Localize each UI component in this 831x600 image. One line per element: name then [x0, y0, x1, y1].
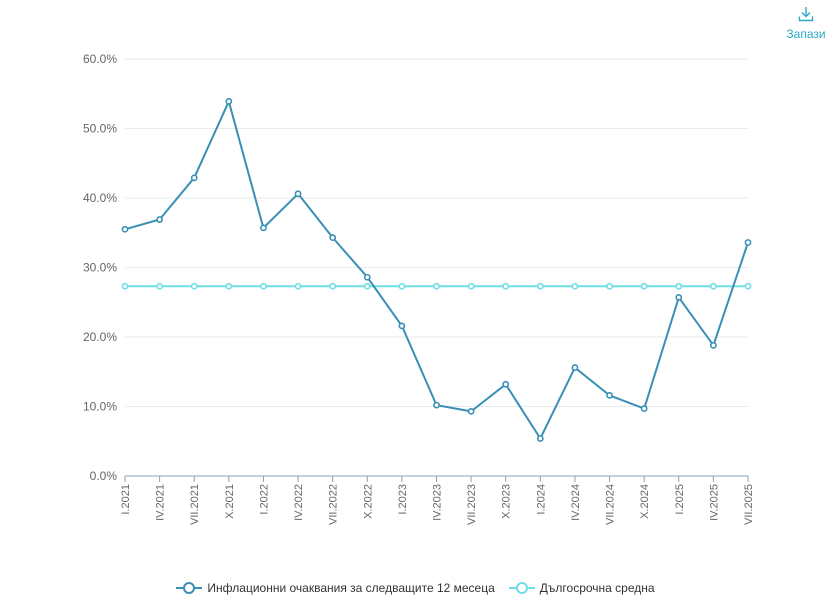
data-point-0 [606, 391, 613, 399]
legend-label-inflation-expectations: Инфлационни очаквания за следващите 12 м… [207, 581, 495, 595]
save-button[interactable]: Запази [782, 6, 830, 44]
data-point-1 [156, 282, 164, 290]
legend-swatch-long-term-average [508, 582, 535, 594]
series-line-0 [124, 100, 749, 440]
data-point-1 [260, 282, 267, 290]
data-point-0 [433, 401, 440, 409]
x-tick-label: IV.2023 [432, 484, 444, 521]
data-point-1 [329, 282, 337, 290]
data-point-1 [744, 282, 752, 290]
data-point-0 [121, 225, 129, 233]
x-tick-label: X.2024 [639, 484, 651, 519]
data-point-1 [536, 282, 544, 290]
data-point-1 [121, 282, 129, 290]
x-tick-label: I.2022 [258, 484, 270, 515]
x-tick-label: I.2023 [397, 484, 409, 515]
series-layer [121, 97, 752, 442]
download-icon [798, 7, 814, 22]
x-tick-label: VII.2021 [189, 484, 201, 525]
y-tick-label: 50.0% [83, 122, 117, 136]
x-tick-label: I.2021 [120, 484, 132, 515]
x-tick-label: IV.2021 [155, 484, 167, 521]
data-point-0 [294, 190, 302, 198]
data-point-1 [363, 282, 371, 290]
data-point-0 [675, 293, 683, 301]
x-tick-label: VII.2024 [605, 484, 617, 525]
x-tick-label: X.2023 [501, 484, 513, 519]
data-point-1 [571, 282, 579, 290]
x-tick-label: X.2021 [224, 484, 236, 519]
data-point-0 [709, 341, 717, 349]
data-point-0 [329, 234, 337, 242]
y-tick-label: 0.0% [90, 469, 118, 483]
data-point-0 [502, 380, 510, 388]
data-point-1 [467, 282, 475, 290]
x-tick-label: I.2024 [535, 484, 547, 515]
data-point-1 [709, 282, 717, 290]
grid-lines [125, 58, 748, 407]
y-tick-label: 30.0% [83, 261, 117, 275]
x-tick-label: X.2022 [362, 484, 374, 519]
data-point-0 [640, 405, 648, 412]
x-tick-label: VII.2023 [466, 484, 478, 525]
legend-label-long-term-average: Дългосрочна средна [539, 581, 655, 595]
data-point-0 [536, 435, 544, 442]
x-tick-label: IV.2022 [293, 484, 305, 521]
data-point-0 [260, 224, 267, 232]
x-tick-label: VII.2022 [328, 484, 340, 525]
data-point-1 [675, 282, 683, 290]
data-point-1 [398, 282, 406, 290]
data-point-1 [433, 282, 440, 290]
legend-swatch-inflation-expectations [176, 582, 203, 594]
data-point-1 [190, 282, 198, 290]
data-point-1 [502, 282, 510, 290]
y-tick-label: 60.0% [83, 52, 117, 66]
data-point-0 [363, 273, 371, 281]
axes: 0.0% 10.0% 20.0% 30.0% 40.0% 50.0% 60.0% I.2021… [83, 52, 755, 525]
y-tick-label: 40.0% [83, 191, 117, 205]
x-tick-label: IV.2024 [570, 484, 582, 521]
data-point-0 [571, 364, 579, 371]
legend-item-long-term-average[interactable]: Дългосрочна средна [508, 581, 655, 595]
data-point-0 [156, 216, 164, 223]
legend: Инфлационни очаквания за следващите 12 м… [0, 578, 831, 598]
x-tick-label: VII.2025 [743, 484, 755, 525]
data-point-0 [398, 322, 406, 330]
data-point-0 [744, 239, 752, 246]
x-tick-label: I.2025 [674, 484, 686, 515]
data-point-1 [225, 282, 233, 290]
data-point-1 [640, 282, 648, 290]
x-tick-label: IV.2025 [708, 484, 720, 521]
y-tick-label: 10.0% [83, 400, 117, 414]
data-point-0 [467, 407, 475, 415]
legend-item-inflation-expectations[interactable]: Инфлационни очаквания за следващите 12 м… [176, 581, 495, 595]
save-label: Запази [786, 27, 826, 41]
data-point-0 [190, 174, 198, 182]
data-point-1 [294, 282, 302, 290]
data-point-1 [606, 282, 613, 290]
data-point-0 [225, 97, 233, 105]
y-tick-label: 20.0% [83, 330, 117, 344]
